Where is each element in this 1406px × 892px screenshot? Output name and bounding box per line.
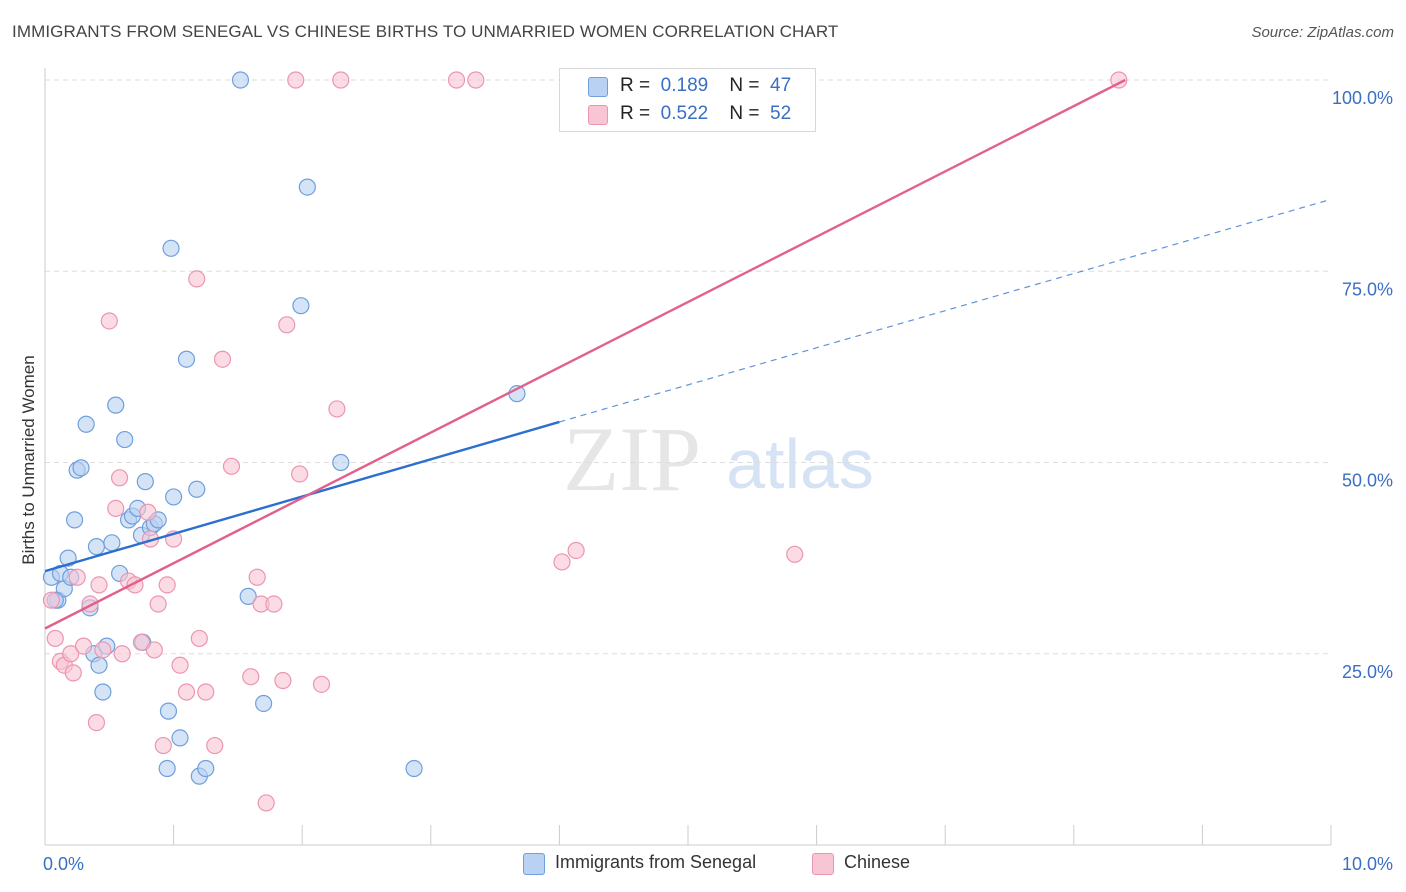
chinese-point	[332, 71, 350, 89]
senegal-point	[90, 656, 108, 674]
senegal-point	[197, 759, 215, 778]
chinese-point	[248, 568, 266, 586]
r-label: R =	[620, 103, 651, 124]
chinese-point	[87, 713, 106, 732]
chinese-point	[213, 350, 232, 368]
x-tick-label: 10.0%	[1342, 854, 1393, 874]
senegal-point	[292, 297, 310, 315]
y-tick-label: 100.0%	[1332, 88, 1393, 108]
chinese-point	[94, 641, 112, 659]
chinese-point	[107, 499, 125, 517]
senegal-point	[298, 178, 316, 196]
chinese-point	[265, 595, 283, 613]
chinese-point	[74, 637, 93, 655]
chinese-point	[132, 633, 151, 651]
senegal-point	[77, 415, 95, 433]
chinese-point	[242, 668, 260, 686]
senegal-point	[136, 473, 154, 491]
chinese-point	[222, 457, 241, 475]
n-value: 52	[770, 103, 792, 124]
chinese-point	[447, 71, 466, 89]
r-value: 0.522	[660, 103, 709, 124]
senegal-trend-extension	[559, 198, 1332, 423]
senegal-point	[162, 239, 180, 257]
senegal-point	[239, 587, 257, 605]
chinese-point	[312, 675, 331, 693]
source-credit: Source: ZipAtlas.com	[1251, 24, 1394, 41]
series-legend: Immigrants from Senegal Chinese	[0, 852, 1406, 878]
chinese-point	[90, 576, 108, 594]
chinese-trend-line	[44, 78, 1126, 630]
chinese-point	[567, 541, 585, 560]
senegal-point	[255, 694, 273, 713]
chinese-point	[110, 469, 129, 487]
chinese-point	[553, 553, 571, 571]
chinese-point	[171, 656, 189, 674]
n-label: N =	[729, 103, 760, 124]
chinese-point	[278, 316, 296, 334]
chinese-point	[62, 645, 80, 663]
senegal-point	[171, 729, 189, 747]
chinese-point	[149, 595, 167, 613]
senegal-point	[87, 538, 106, 556]
senegal-point	[405, 759, 423, 778]
chinese-point	[64, 664, 82, 682]
r-value: 0.189	[660, 75, 709, 96]
n-label: N =	[729, 75, 760, 96]
chinese-point	[145, 641, 163, 659]
legend-label: Immigrants from Senegal	[555, 852, 757, 872]
chinese-point	[328, 400, 346, 418]
senegal-point	[188, 480, 206, 498]
watermark-zip: ZIP	[563, 408, 701, 510]
chinese-point	[206, 736, 224, 755]
chinese-swatch	[588, 105, 608, 125]
chinese-point	[197, 683, 215, 701]
senegal-point	[103, 534, 121, 552]
senegal-point	[177, 350, 196, 368]
chinese-point	[100, 312, 118, 330]
r-label: R =	[620, 75, 651, 96]
correlation-legend: R = 0.189 N = 47 R = 0.522 N = 52	[559, 68, 816, 132]
chinese-point	[257, 794, 275, 812]
chinese-point	[287, 71, 305, 89]
senegal-point	[159, 702, 178, 720]
senegal-point	[116, 430, 134, 449]
senegal-point	[332, 453, 350, 472]
chinese-swatch	[812, 853, 834, 875]
chart-title: IMMIGRANTS FROM SENEGAL VS CHINESE BIRTH…	[12, 22, 839, 41]
chinese-point	[786, 545, 804, 563]
watermark-atlas: atlas	[726, 425, 874, 503]
y-tick-label: 75.0%	[1342, 279, 1393, 299]
chinese-point	[46, 629, 64, 648]
senegal-point	[107, 396, 125, 414]
senegal-swatch	[523, 853, 545, 875]
legend-label: Chinese	[844, 852, 911, 872]
senegal-point	[165, 488, 183, 506]
chinese-point	[291, 465, 309, 483]
chinese-point	[177, 683, 196, 701]
chinese-point	[113, 645, 131, 663]
chinese-point	[158, 576, 176, 594]
y-tick-label: 25.0%	[1342, 662, 1393, 682]
chinese-point	[467, 71, 485, 89]
senegal-swatch	[588, 77, 608, 97]
chinese-point	[68, 568, 86, 586]
chinese-point	[139, 503, 157, 521]
chinese-point	[42, 591, 61, 609]
senegal-point	[231, 71, 250, 89]
chinese-point	[274, 671, 292, 690]
senegal-point	[72, 459, 90, 477]
chinese-point	[188, 270, 206, 288]
senegal-point	[65, 511, 84, 529]
senegal-point	[94, 683, 112, 701]
y-axis-label: Births to Unmarried Women	[19, 355, 38, 565]
senegal-point	[158, 759, 176, 778]
senegal-trend-line	[44, 420, 560, 573]
n-value: 47	[770, 75, 792, 96]
y-tick-label: 50.0%	[1342, 471, 1393, 491]
chinese-point	[154, 736, 172, 755]
chinese-point	[190, 629, 208, 648]
x-tick-label: 0.0%	[43, 854, 84, 874]
